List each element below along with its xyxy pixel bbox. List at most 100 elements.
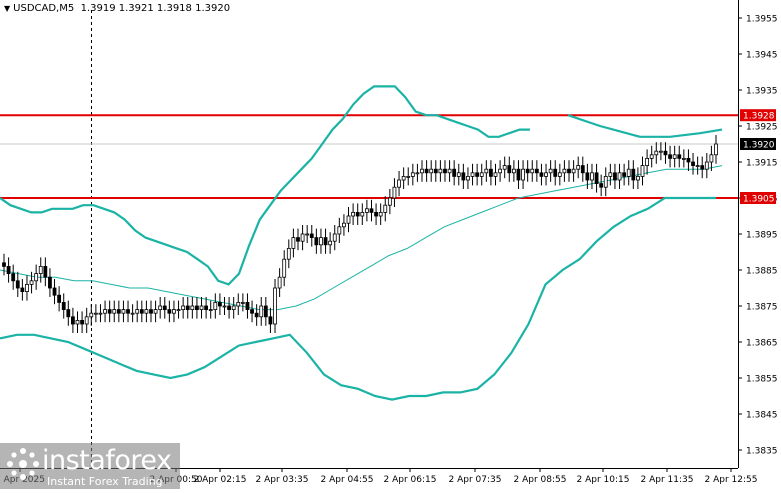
candle-body [516,168,521,181]
candle-body [429,168,434,174]
candle-body [603,175,608,188]
candle-body [195,305,199,310]
chart-header: ▼ USDCAD,M5 1.3919 1.3921 1.3918 1.3920 [4,3,230,14]
candle-body [43,265,48,278]
candle-body [135,309,140,314]
candle-body [443,168,447,174]
candle-body [530,168,535,174]
candle-body [571,168,576,174]
candle-body [89,312,94,318]
candle-body [291,237,296,249]
x-tick-label: 2 Apr 02:15 [194,475,247,485]
candle-body [29,280,34,285]
moving-average-line [0,165,723,311]
brand-tagline: Instant Forex Trading [47,475,163,488]
x-tick-label: 2 Apr 06:15 [384,475,437,485]
candle-body [622,172,627,177]
candle-body [254,312,259,318]
candle-body [71,316,75,325]
candle-body [153,309,158,314]
candle-body [691,161,695,166]
candle-body [346,215,351,224]
x-tick-label: 2 Apr 07:35 [449,475,502,485]
candle-body [222,305,227,308]
candle-body [392,186,397,199]
candle-body [590,172,594,181]
candle-body [658,150,663,153]
candle-body [93,312,98,315]
candle-body [700,165,705,170]
instaforex-logo: instaforex Instant Forex Trading [0,443,180,489]
candle-body [654,150,659,156]
candle-body [2,262,6,267]
symbol-label: USDCAD,M5 [13,3,75,14]
candle-body [410,172,415,177]
candle-body [369,208,374,213]
candle-body [158,305,163,310]
candle-body [686,157,691,163]
candle-body [107,309,112,314]
candle-body [387,197,392,206]
candle-body [323,237,328,246]
x-tick-label: 2 Apr 08:55 [514,475,567,485]
candle-body [668,154,672,159]
candle-body [484,168,489,174]
candle-body [567,168,571,174]
candle-body [649,154,654,159]
candle-body [415,172,420,175]
candle-body [553,168,558,177]
candle-body [103,309,107,314]
candle-body [162,305,167,310]
candle-body [66,309,71,318]
candle-body [502,165,507,170]
x-tick-label: 2 Apr 12:55 [705,475,758,485]
candle-body [139,309,144,314]
y-tick-label: 1.3845 [746,411,778,421]
candle-body [420,168,424,174]
candle-body [149,309,153,314]
candle-body [319,237,323,246]
candle-body [672,154,677,159]
candle-body [25,283,29,292]
candle-body [309,233,314,238]
candle-body [98,312,103,315]
candle-body [461,172,466,181]
y-tick-label: 1.3855 [746,375,778,385]
candle-body [176,309,181,312]
x-tick-label: 2 Apr 03:35 [256,475,309,485]
candle-body [525,168,530,174]
candle-body [273,287,277,325]
candle-body [475,172,480,177]
candle-body [424,168,429,174]
brand-name: instaforex [42,445,172,476]
candle-body [121,309,126,314]
candle-body [374,211,378,217]
candle-body [351,211,356,217]
candle-body [11,273,16,282]
candle-body [75,319,80,325]
bollinger-upper-line [0,85,530,286]
y-tick-label: 1.3915 [746,159,778,169]
candle-body [282,258,287,278]
candle-body [594,172,599,185]
x-tick-label: 2 Apr 11:35 [641,475,694,485]
ohlc-readout: 1.3919 1.3921 1.3918 1.3920 [80,3,231,14]
candle-body [181,305,186,310]
candle-body [470,172,475,177]
candle-body [585,172,590,181]
x-tick-label: 2 Apr 10:15 [577,475,630,485]
candle-body [167,309,172,314]
bollinger-upper-line [567,114,723,138]
candle-body [626,168,631,177]
candle-body [617,172,622,181]
candle-body [217,301,222,307]
level-price-tag [740,109,776,122]
candle-body [199,305,204,310]
y-tick-label: 1.3945 [746,51,778,61]
candle-body [236,301,241,307]
candle-body [250,309,254,314]
candle-body [599,183,604,188]
dropdown-triangle-icon[interactable]: ▼ [4,4,11,13]
